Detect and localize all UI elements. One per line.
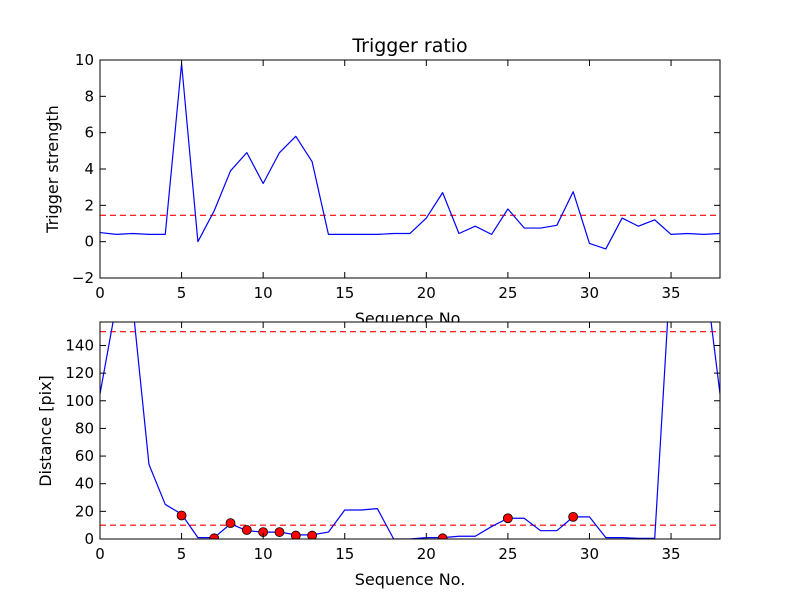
bottom-x-tick-label: 30 (580, 545, 599, 563)
bottom-x-tick-label: 25 (498, 545, 517, 563)
top-y-tick-label: 4 (84, 160, 94, 178)
bottom-data-point-marker (502, 513, 513, 524)
bottom-data-point-marker (209, 533, 220, 539)
bottom-y-tick-label: 40 (75, 475, 94, 493)
top-x-tick-label: 35 (662, 284, 681, 302)
bottom-plot-frame (99, 321, 721, 540)
top-plot-frame (99, 59, 721, 279)
top-x-tick-label: 10 (254, 284, 273, 302)
bottom-data-point-marker (176, 510, 187, 521)
bottom-series-line (100, 322, 720, 539)
bottom-y-tick-label: 100 (65, 392, 94, 410)
bottom-data-point-marker (274, 527, 285, 537)
top-y-tick-label: 10 (75, 51, 94, 69)
top-y-tick-label: 8 (84, 87, 94, 105)
bottom-y-axis-label: Distance [pix] (36, 375, 55, 487)
bottom-y-tick-label: 0 (84, 530, 94, 548)
bottom-x-tick-label: 20 (417, 545, 436, 563)
bottom-data-point-marker (437, 533, 448, 539)
top-y-tick-label: 2 (84, 196, 94, 214)
top-series-line (100, 63, 720, 250)
top-x-tick-label: 15 (335, 284, 354, 302)
bottom-data-point-marker (290, 530, 301, 539)
bottom-y-tick-label: 20 (75, 502, 94, 520)
bottom-x-tick-label: 0 (95, 545, 105, 563)
bottom-data-point-marker (307, 530, 318, 539)
bottom-y-tick-label: 140 (65, 336, 94, 354)
bottom-plot: 0 5 10 15 20 25 30 35 0 20 40 60 80 100 120 140 Sequenc… (36, 321, 721, 589)
top-y-tick-label: 6 (84, 124, 94, 142)
top-x-tick-label: 20 (417, 284, 436, 302)
bottom-y-tick-label: 80 (75, 419, 94, 437)
top-y-tick-label: 0 (84, 233, 94, 251)
top-x-tick-label: 5 (177, 284, 187, 302)
bottom-x-tick-label: 15 (335, 545, 354, 563)
top-y-axis-label: Trigger strength (43, 105, 62, 234)
bottom-x-tick-label: 35 (662, 545, 681, 563)
top-y-tick-label: −2 (72, 269, 94, 287)
bottom-y-tick-label: 60 (75, 447, 94, 465)
top-x-tick-label: 30 (580, 284, 599, 302)
bottom-x-tick-label: 10 (254, 545, 273, 563)
bottom-x-tick-label: 5 (177, 545, 187, 563)
bottom-data-point-marker (241, 525, 252, 535)
top-chart-title: Trigger ratio (351, 35, 467, 57)
bottom-y-tick-label: 120 (65, 364, 94, 382)
top-x-tick-label: 0 (95, 284, 105, 302)
bottom-data-point-marker (225, 518, 236, 529)
bottom-data-point-marker (568, 511, 579, 522)
bottom-x-axis-label: Sequence No. (355, 570, 466, 589)
top-x-tick-label: 25 (498, 284, 517, 302)
